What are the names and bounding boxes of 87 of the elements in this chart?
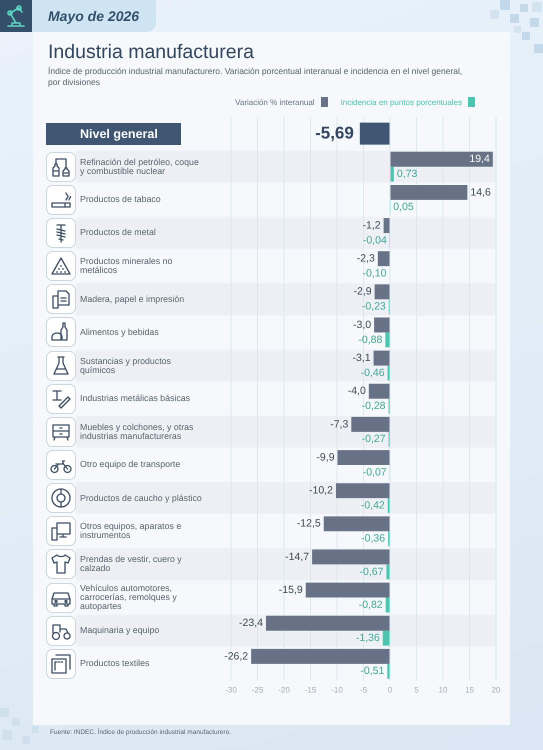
bar bbox=[368, 384, 390, 399]
text: Mayo de 2026 bbox=[48, 7, 140, 26]
bar bbox=[374, 350, 390, 366]
bar bbox=[382, 630, 390, 646]
x-tick-label: -20 bbox=[278, 685, 290, 694]
bar bbox=[251, 648, 390, 664]
data-label: -0,23 bbox=[362, 300, 386, 313]
legend-label: Variación % interanual bbox=[235, 98, 315, 106]
data-label: -7,3 bbox=[330, 418, 348, 430]
x-tick-label: -10 bbox=[331, 685, 344, 694]
x-tick-label: 10 bbox=[438, 685, 448, 694]
data-label: -14,7 bbox=[285, 550, 310, 563]
bar bbox=[385, 332, 390, 348]
data-label: -0,04 bbox=[362, 234, 387, 246]
y-tick-label: Refinación del petróleo, coque y combustible nuclear bbox=[80, 156, 200, 176]
y-tick-label: Alimentos y bebidas bbox=[80, 326, 159, 337]
bar bbox=[374, 318, 390, 332]
y-tick-label: Otro equipo de transporte bbox=[80, 459, 180, 470]
bar bbox=[351, 416, 390, 432]
bar bbox=[312, 549, 390, 564]
y-tick-label: Industrias metálicas básicas bbox=[80, 393, 190, 404]
bar bbox=[338, 450, 390, 465]
x-tick-label: -30 bbox=[225, 685, 238, 694]
data-label: -2,9 bbox=[354, 286, 372, 298]
bar bbox=[378, 251, 390, 266]
y-tick-label: Prendas de vestir, cuero y calzado bbox=[80, 554, 183, 574]
y-tick-label: Productos de caucho y plástico bbox=[80, 492, 202, 503]
data-label: -0,51 bbox=[360, 665, 384, 678]
data-label: -10,2 bbox=[309, 484, 334, 497]
data-label: -3,1 bbox=[352, 352, 371, 364]
bar bbox=[386, 598, 390, 612]
bar bbox=[390, 152, 493, 167]
data-label: -5,69 bbox=[315, 123, 354, 142]
x-tick-label: 20 bbox=[492, 685, 501, 694]
bar bbox=[336, 483, 390, 498]
data-label: -2,3 bbox=[356, 252, 375, 265]
data-label: -0,36 bbox=[361, 532, 386, 545]
bar bbox=[266, 616, 390, 631]
legend-label: Incidencia en puntos porcentuales bbox=[340, 98, 462, 106]
data-label: -0,46 bbox=[360, 366, 385, 379]
y-tick-label: Sustancias y productos químicos bbox=[80, 356, 172, 375]
data-label: -0,10 bbox=[362, 267, 387, 280]
y-tick-label: Productos textiles bbox=[80, 658, 150, 668]
bar bbox=[384, 218, 390, 233]
chart-subtitle: Índice de producción industrial manufacturero. Variación porcentual interanual e incidencia en el nivel general, por divisiones bbox=[48, 66, 464, 87]
y-tick-label: Madera, papel e impresión bbox=[80, 294, 184, 304]
data-label: -1,2 bbox=[362, 219, 381, 232]
x-tick-label: -5 bbox=[360, 685, 368, 694]
data-label: -3,0 bbox=[353, 318, 372, 331]
data-label: 0,73 bbox=[396, 168, 418, 180]
x-tick-label: -25 bbox=[252, 685, 264, 694]
data-label: -23,4 bbox=[239, 617, 264, 630]
y-tick-label: Productos de tabaco bbox=[80, 194, 161, 204]
data-label: -0,28 bbox=[362, 400, 386, 412]
bar bbox=[324, 516, 390, 532]
bar bbox=[306, 582, 390, 598]
x-tick-label: 0 bbox=[388, 685, 393, 694]
data-label: -15,9 bbox=[278, 584, 303, 596]
y-tick-label: Vehículos automotores, carrocerías, remolques y autopartes bbox=[80, 583, 178, 612]
y-tick-label: Productos minerales no metálicos bbox=[80, 256, 174, 276]
data-label: -0,07 bbox=[362, 466, 387, 478]
bar bbox=[390, 184, 468, 200]
y-tick-label: Nivel general bbox=[46, 122, 181, 145]
data-label: -9,9 bbox=[316, 451, 335, 464]
data-label: -0,42 bbox=[360, 499, 385, 512]
data-label: -0,88 bbox=[358, 334, 382, 346]
x-tick-label: -15 bbox=[304, 685, 317, 694]
data-label: -26,2 bbox=[224, 650, 248, 662]
data-label: -4,0 bbox=[348, 385, 366, 398]
x-tick-label: 5 bbox=[414, 685, 420, 694]
data-label: -0,82 bbox=[358, 598, 383, 611]
y-tick-label: Muebles y colchones, y otras industrias manufactureras bbox=[80, 422, 194, 441]
y-tick-label: Maquinaria y equipo bbox=[80, 625, 160, 636]
data-label: -1,36 bbox=[356, 632, 380, 644]
data-label: -0,67 bbox=[360, 566, 384, 578]
data-label: 19,4 bbox=[469, 153, 490, 166]
bar bbox=[390, 166, 394, 182]
data-label: -0,27 bbox=[362, 433, 386, 446]
data-label: 14,6 bbox=[470, 186, 491, 198]
data-label: -12,5 bbox=[296, 518, 321, 530]
bar bbox=[374, 284, 390, 300]
bar bbox=[386, 564, 390, 580]
y-tick-label: Productos de metal bbox=[80, 227, 156, 238]
data-label: 0,05 bbox=[393, 201, 414, 214]
y-tick-label: Otros equipos, aparatos e instrumentos bbox=[80, 521, 182, 540]
x-tick-label: 15 bbox=[465, 685, 474, 694]
chart-title: Industria manufacturera bbox=[48, 41, 254, 64]
